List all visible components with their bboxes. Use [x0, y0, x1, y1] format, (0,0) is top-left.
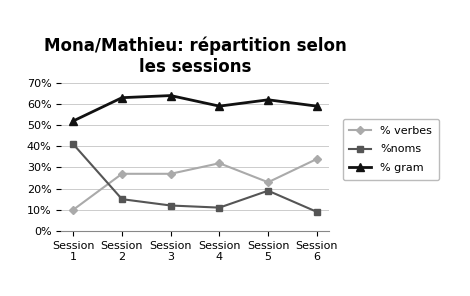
%noms [119, 197, 125, 201]
Title: Mona/Mathieu: répartition selon
les sessions: Mona/Mathieu: répartition selon les sess… [44, 36, 346, 76]
Line: % verbes: % verbes [70, 156, 320, 213]
% verbes [119, 172, 125, 176]
%noms [265, 189, 271, 192]
% verbes [168, 172, 173, 176]
% verbes [70, 208, 76, 212]
% gram [168, 94, 173, 97]
%noms [168, 204, 173, 207]
% gram [314, 104, 320, 108]
%noms [314, 210, 320, 214]
% verbes [217, 161, 222, 165]
% verbes [314, 157, 320, 161]
% gram [119, 96, 125, 99]
Legend: % verbes, %noms, % gram: % verbes, %noms, % gram [343, 119, 439, 180]
Line: % gram: % gram [69, 91, 321, 125]
% verbes [265, 181, 271, 184]
Line: %noms: %noms [70, 141, 320, 215]
%noms [70, 142, 76, 146]
% gram [217, 104, 222, 108]
% gram [265, 98, 271, 102]
%noms [217, 206, 222, 209]
% gram [70, 119, 76, 123]
